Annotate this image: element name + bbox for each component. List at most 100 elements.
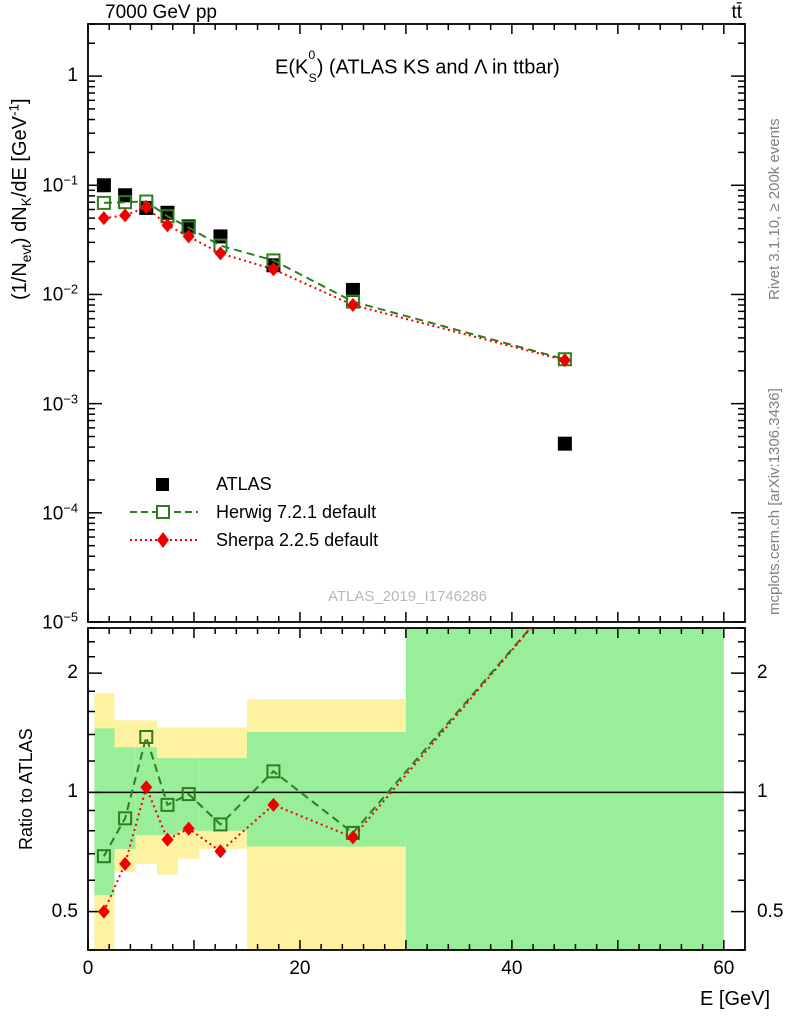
legend-marker-atlas xyxy=(156,478,169,491)
tick-label: 0.5 xyxy=(51,900,78,922)
x-axis-label: E [GeV] xyxy=(700,988,771,1010)
marker-filled-square xyxy=(266,258,281,273)
band-inner xyxy=(178,758,200,831)
marker-filled-diamond xyxy=(267,797,280,812)
band-outer xyxy=(94,693,115,950)
y-axis-label: (1/Nevt) dNK/dE [GeV-1] xyxy=(6,98,34,300)
tick-label: 1 xyxy=(757,781,768,803)
marker-filled-diamond xyxy=(182,229,195,244)
tick-label: 2 xyxy=(757,662,768,684)
legend-label-atlas: ATLAS xyxy=(216,473,272,494)
tick-label: 10−1 xyxy=(42,172,78,197)
marker-filled-diamond xyxy=(346,298,359,313)
band-inner xyxy=(199,758,247,831)
tick-label: 2 xyxy=(67,662,78,684)
tick-label: 1 xyxy=(67,65,78,87)
marker-filled-diamond xyxy=(346,830,359,845)
marker-filled-diamond xyxy=(161,832,174,847)
marker-open-square xyxy=(557,352,572,367)
marker-open-square xyxy=(118,195,133,210)
legend-item-sherpa[interactable]: Sherpa 2.2.5 default xyxy=(128,526,378,554)
ylab-p2: ) dN xyxy=(8,206,31,245)
marker-filled-square xyxy=(557,436,572,451)
tick-label: 20 xyxy=(289,958,311,979)
band-inner xyxy=(135,747,157,836)
ylab-p4: ] xyxy=(8,98,31,104)
tick-label: 10−3 xyxy=(42,390,78,416)
marker-filled-diamond xyxy=(119,208,132,223)
marker-filled-square xyxy=(118,188,133,203)
ylab-p3: /dE [GeV xyxy=(8,116,31,198)
marker-filled-diamond xyxy=(267,262,280,277)
marker-open-square xyxy=(181,220,196,235)
tick-label: 1 xyxy=(67,781,78,803)
side-label-mcplots: mcplots.cern.ch [arXiv:1306.3436] xyxy=(766,388,783,615)
marker-filled-diamond xyxy=(97,904,110,919)
band-outer xyxy=(156,727,179,875)
legend: ATLAS Herwig 7.2.1 default Sherpa 2.2.5 … xyxy=(128,470,378,554)
legend-item-herwig[interactable]: Herwig 7.2.1 default xyxy=(128,498,378,526)
ratio-bands xyxy=(88,628,745,950)
band-inner xyxy=(156,758,179,836)
ylab-p1: (1/N xyxy=(8,262,31,300)
tick-label: 40 xyxy=(501,958,523,979)
marker-filled-diamond xyxy=(214,844,227,859)
marker-open-square xyxy=(139,729,154,744)
ylab-sub1: evt xyxy=(18,244,34,263)
ratio-line-open-square xyxy=(103,628,532,857)
marker-open-square xyxy=(345,294,360,309)
series-line-open-square xyxy=(103,200,566,361)
ratio-panel-frame xyxy=(87,627,746,951)
marker-open-square xyxy=(118,811,133,826)
band-inner xyxy=(94,728,115,896)
marker-filled-diamond xyxy=(182,821,195,836)
marker-filled-square xyxy=(160,205,175,220)
tick-label: 10−5 xyxy=(42,609,78,634)
band-inner xyxy=(114,747,136,849)
y-axis-label-text: (1/Nevt) dNK/dE [GeV-1] xyxy=(6,98,34,300)
marker-open-square xyxy=(96,849,111,864)
tick-label: 0 xyxy=(82,958,94,979)
ratio-line-filled-diamond xyxy=(102,628,533,913)
marker-open-square xyxy=(266,253,281,268)
header-left: 7000 GeV pp xyxy=(105,2,217,23)
tick-label: 60 xyxy=(713,958,735,979)
marker-filled-square xyxy=(96,178,111,193)
legend-marker-herwig xyxy=(130,505,198,519)
tick-label: 10−2 xyxy=(42,281,78,307)
title-main: E(K xyxy=(275,56,309,79)
marker-filled-diamond xyxy=(558,353,571,368)
tick-label: 10−4 xyxy=(42,500,78,525)
marker-open-square xyxy=(160,797,175,812)
band-outer xyxy=(178,727,200,859)
marker-open-square xyxy=(213,817,228,832)
legend-marker-sherpa xyxy=(130,532,198,548)
title-rest: ) (ATLAS KS and Λ in ttbar) xyxy=(316,56,560,79)
marker-filled-square xyxy=(139,200,154,215)
marker-filled-diamond xyxy=(119,856,132,871)
legend-item-atlas[interactable]: ATLAS xyxy=(128,470,378,498)
marker-filled-diamond xyxy=(214,246,227,261)
tick-label: 0.5 xyxy=(757,900,784,922)
marker-filled-diamond xyxy=(161,218,174,233)
marker-filled-diamond xyxy=(140,780,153,795)
marker-open-square xyxy=(160,209,175,224)
marker-filled-square xyxy=(345,282,360,297)
marker-filled-square xyxy=(213,229,228,244)
legend-label-herwig: Herwig 7.2.1 default xyxy=(216,501,377,522)
legend-label-sherpa: Sherpa 2.2.5 default xyxy=(216,529,379,550)
band-inner xyxy=(405,628,724,950)
marker-filled-diamond xyxy=(97,211,110,226)
band-outer xyxy=(114,720,136,872)
marker-open-square xyxy=(213,238,228,253)
marker-open-square xyxy=(345,825,360,840)
marker-open-square xyxy=(96,195,111,210)
ylab-sub2: K xyxy=(18,197,34,207)
title-sup: 0 xyxy=(308,48,316,63)
band-inner xyxy=(246,732,406,847)
series-line-filled-diamond xyxy=(103,206,566,362)
band-outer xyxy=(135,720,157,864)
ratio-axis-label: Ratio to ATLAS xyxy=(16,728,36,850)
